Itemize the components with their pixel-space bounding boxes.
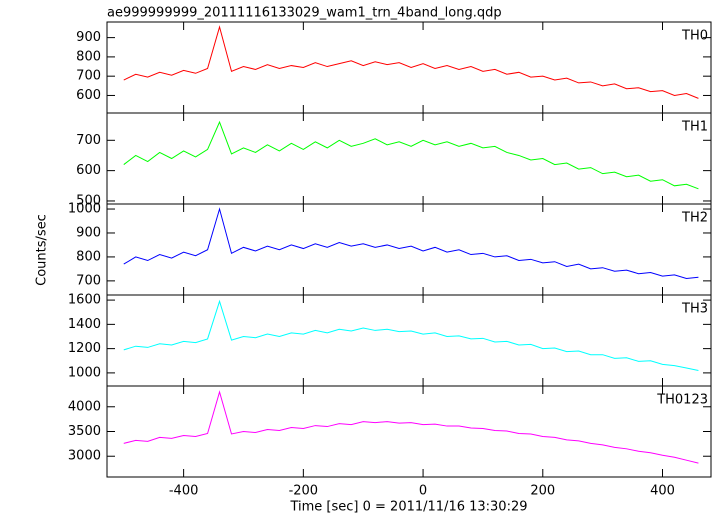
y-tick-label: 800: [76, 249, 101, 264]
panel-frame: [106, 203, 712, 296]
y-tick-label: 1000: [68, 365, 101, 380]
y-tick-label: 1600: [68, 293, 101, 308]
y-tick-label: 1000: [68, 202, 101, 217]
panel-frame: [106, 385, 712, 478]
panel-frame: [106, 294, 712, 387]
y-tick-label: 700: [76, 69, 101, 84]
panel-label: TH0123: [656, 393, 708, 408]
x-tick-label: 0: [419, 484, 427, 499]
data-line: [123, 120, 699, 190]
y-tick-label: 800: [76, 49, 101, 64]
x-tick-label: -200: [289, 484, 319, 499]
data-line: [123, 207, 699, 279]
panel-frame: [106, 21, 712, 114]
y-tick-label: 600: [76, 88, 101, 103]
data-line: [123, 25, 699, 99]
x-tick-label: 400: [650, 484, 675, 499]
y-axis-label: Counts/sec: [35, 214, 50, 286]
data-line: [123, 299, 699, 371]
y-tick-label: 600: [76, 163, 101, 178]
y-tick-label: 3000: [68, 449, 101, 464]
x-axis-label: Time [sec] 0 = 2011/11/16 13:30:29: [289, 500, 527, 515]
x-tick-label: -400: [169, 484, 199, 499]
data-line: [123, 390, 699, 464]
chart-title: ae999999999_20111116133029_wam1_trn_4ban…: [107, 6, 502, 21]
panel-frame: [106, 112, 712, 205]
y-tick-label: 1400: [68, 317, 101, 332]
x-tick-label: 200: [530, 484, 555, 499]
panel-label: TH3: [681, 302, 708, 317]
y-tick-label: 3500: [68, 424, 101, 439]
panel-label: TH2: [681, 211, 708, 226]
panel-label: TH0: [681, 29, 708, 44]
y-tick-label: 4000: [68, 399, 101, 414]
y-tick-label: 1200: [68, 341, 101, 356]
y-tick-label: 500: [76, 193, 101, 208]
y-tick-label: 700: [76, 133, 101, 148]
panel-label: TH1: [681, 120, 708, 135]
y-tick-label: 900: [76, 225, 101, 240]
y-tick-label: 900: [76, 30, 101, 45]
y-tick-label: 700: [76, 273, 101, 288]
